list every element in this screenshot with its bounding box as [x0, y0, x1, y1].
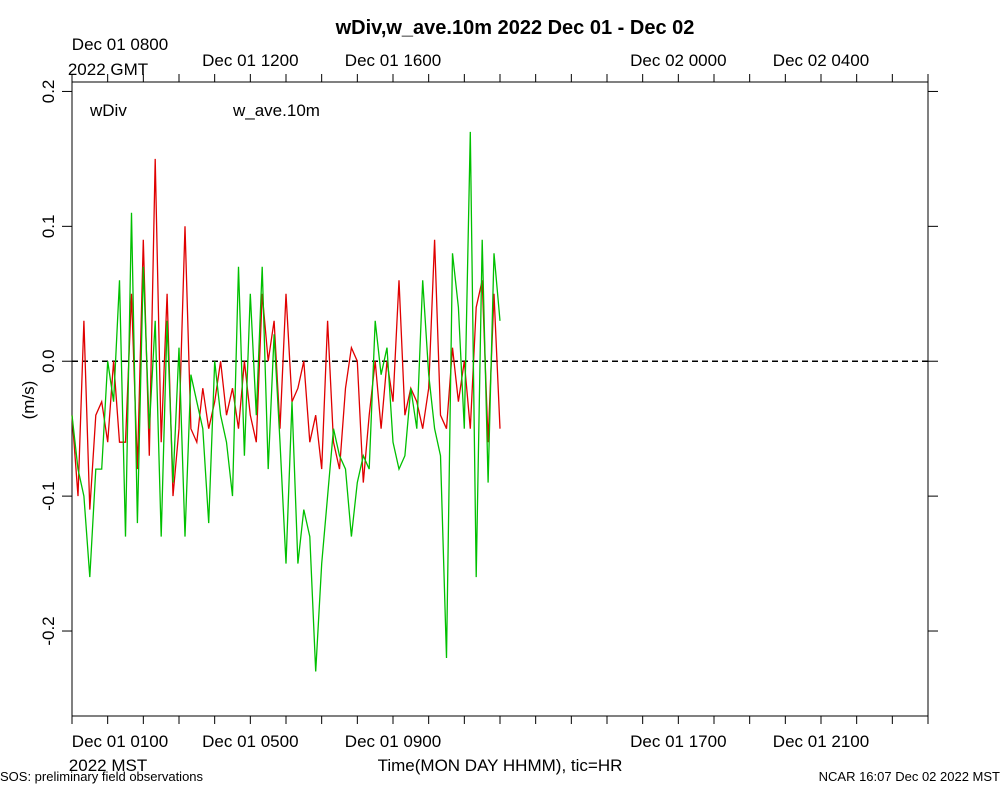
x2-tick-label: Dec 01 1600: [345, 51, 441, 70]
x-tick-label: Dec 01 2100: [773, 732, 869, 751]
y-tick-label: 0.1: [39, 215, 58, 239]
series-line: [71, 158, 501, 510]
footer-left: SOS: preliminary field observations: [0, 769, 204, 784]
x2-tick-label: Dec 01 1200: [202, 51, 298, 70]
x-tick-label: Dec 01 0900: [345, 732, 441, 751]
x-sublabel: 2022 MST: [69, 756, 147, 775]
y-tick-label: -0.2: [39, 616, 58, 645]
y-tick-label: 0.2: [39, 80, 58, 104]
y-axis-label: (m/s): [19, 381, 38, 420]
footer-right: NCAR 16:07 Dec 02 2022 MST: [819, 769, 1000, 784]
y-tick-label: 0.0: [39, 349, 58, 373]
plot-frame: [71, 81, 929, 717]
chart-title: wDiv,w_ave.10m 2022 Dec 01 - Dec 02: [335, 17, 695, 39]
x2-sublabel: 2022 GMT: [68, 60, 148, 79]
series-line: [71, 131, 501, 672]
x-axis-label: Time(MON DAY HHMM), tic=HR: [378, 756, 623, 775]
y-tick-label: -0.1: [39, 481, 58, 510]
x2-tick-label: Dec 02 0000: [630, 51, 726, 70]
x-tick-label: Dec 01 0100: [72, 732, 168, 751]
legend-label: w_ave.10m: [232, 101, 320, 120]
legend-label: wDiv: [89, 101, 127, 120]
x-tick-label: Dec 01 1700: [630, 732, 726, 751]
x2-tick-label: Dec 01 0800: [72, 35, 168, 54]
x2-tick-label: Dec 02 0400: [773, 51, 869, 70]
x-tick-label: Dec 01 0500: [202, 732, 298, 751]
